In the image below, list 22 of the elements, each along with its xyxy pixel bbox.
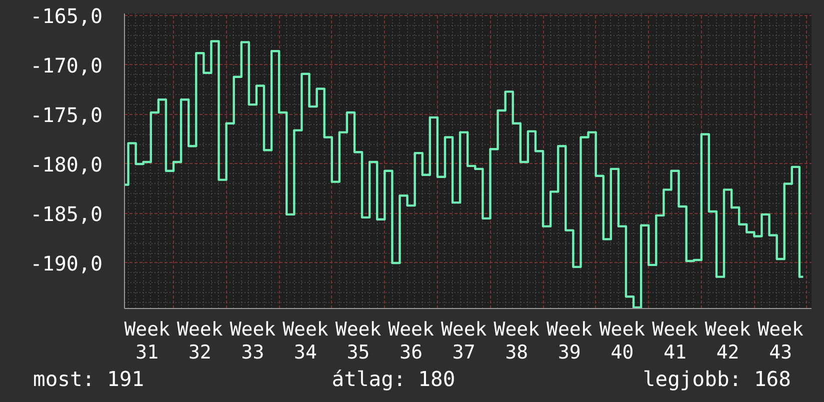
x-tick-label: Week 33 [230,318,276,364]
y-tick-label: -175,0 [30,102,103,127]
x-tick-label: Week 40 [599,318,646,364]
x-tick-label: Week 43 [758,318,804,364]
x-tick-label: Week 39 [546,318,593,364]
x-tick-label: Week 34 [282,318,329,364]
y-tick-label: -180,0 [30,152,103,176]
x-tick-label: Week 32 [177,318,224,364]
x-tick-label: Week 41 [652,318,698,364]
y-tick-label: -170,0 [30,53,103,78]
x-tick-label: Week 38 [494,318,540,364]
x-tick-label: Week 35 [335,318,382,364]
x-tick-label: Week 31 [124,318,171,364]
y-tick-label: -185,0 [30,202,103,226]
y-tick-label: -165,0 [30,4,103,28]
text: legjobb: 168 [642,366,791,392]
y-tick-label: -190,0 [30,251,103,276]
text: átlag: 180 [332,366,456,392]
x-tick-label: Week 37 [440,318,488,364]
x-tick-label: Week 42 [704,318,752,364]
text: most: 191 [33,366,144,392]
x-tick-label: Week 36 [388,318,435,364]
